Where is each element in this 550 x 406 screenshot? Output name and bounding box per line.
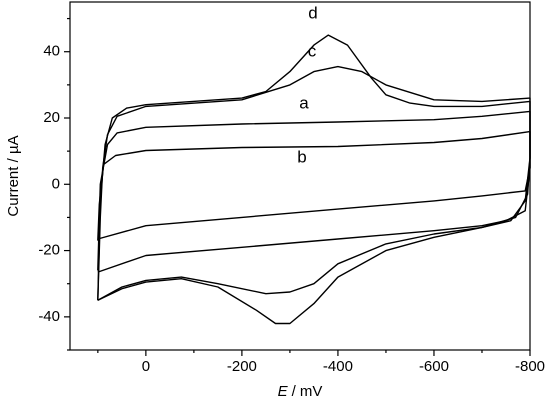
x-label-unit: / mV [292,383,323,400]
x-axis-label: E / mV [278,383,323,400]
y-tick-label: -40 [38,308,60,325]
curve-label: b [297,147,306,166]
y-tick-label: 40 [43,43,60,60]
x-tick-label: -200 [227,358,257,375]
x-tick-label: -400 [323,358,353,375]
x-tick-label: -600 [419,358,449,375]
cv-curve [97,110,531,273]
plot-frame [69,1,531,351]
x-tick-label: 0 [142,358,150,375]
curve-label: a [299,93,309,112]
cv-curve [97,130,531,241]
y-tick-label: 0 [52,175,60,192]
y-tick-label: 20 [43,109,60,126]
curve-label: d [308,3,317,22]
y-tick-label: -20 [38,242,60,259]
cv-curve [97,34,531,325]
cv-curve [97,65,531,301]
y-axis-label: Current / µA [5,135,22,216]
curve-label: c [308,41,317,60]
x-tick-label: -800 [515,358,545,375]
x-label-symbol: E [278,383,289,400]
